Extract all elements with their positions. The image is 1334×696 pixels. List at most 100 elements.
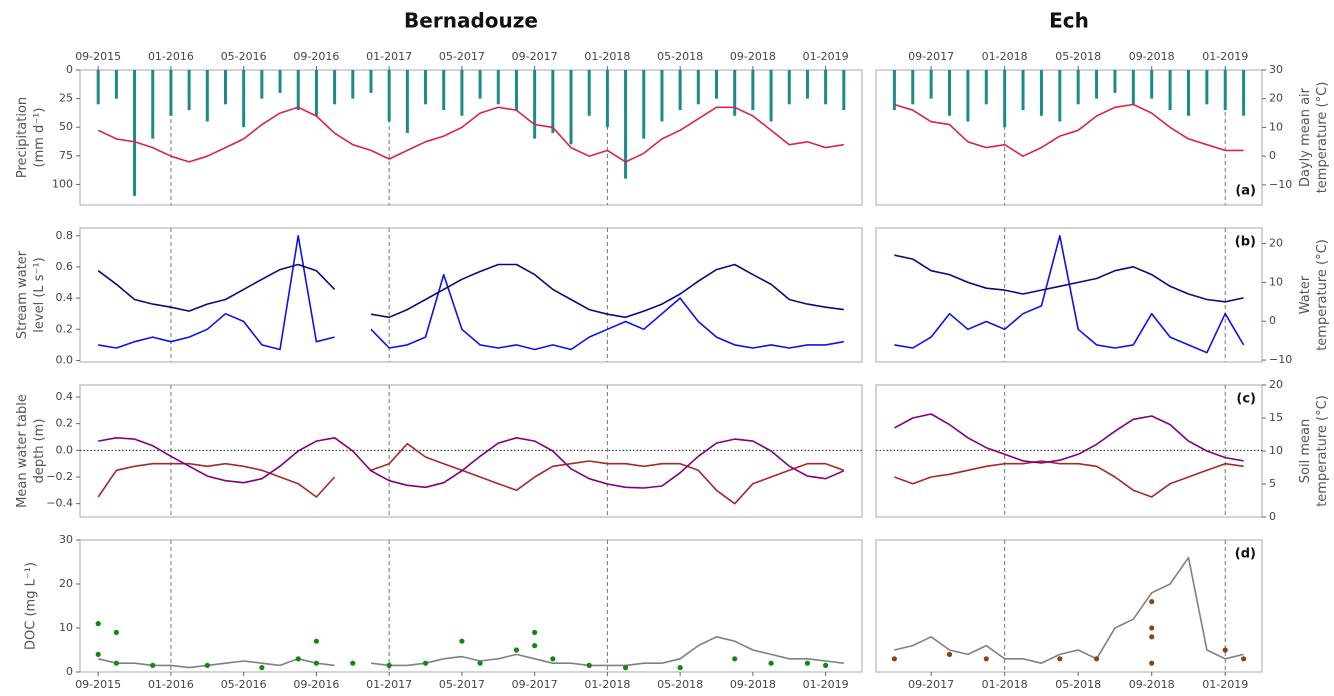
y2-tick-label: 30 [1269, 63, 1283, 76]
x-tick-label: 01-2016 [148, 50, 194, 63]
series-group [892, 70, 1246, 157]
y2-tick-label: 20 [1269, 237, 1283, 250]
sample-point [95, 621, 101, 627]
series-group [97, 235, 844, 351]
precipitation-bar [551, 70, 555, 133]
plot-frame [79, 384, 863, 518]
precipitation-bar [533, 70, 537, 139]
series-line [97, 106, 844, 163]
precipitation-bar [114, 70, 118, 99]
x-tick-label: 09-2017 [908, 678, 954, 691]
sample-point [532, 629, 538, 636]
precipitation-bar [892, 70, 896, 111]
x-tick-label: 05-2018 [1055, 678, 1101, 691]
sample-point [768, 660, 774, 666]
series-line [97, 442, 845, 505]
series-line [98, 437, 845, 489]
sample-point [1149, 599, 1155, 605]
y2-tick-label: 10 [1269, 444, 1283, 457]
plot-frame [875, 227, 1263, 363]
sample-point [983, 656, 989, 662]
precipitation-bar [369, 70, 373, 93]
precipitation-bar [314, 70, 318, 116]
y-tick-label: 0 [66, 63, 73, 76]
y-tick-label: 10 [59, 621, 73, 634]
precipitation-bar [424, 70, 428, 105]
precipitation-bar [733, 70, 737, 116]
panel-label: (c) [1236, 392, 1256, 407]
precipitation-bar [1205, 70, 1209, 105]
x-tick-label: 09-2018 [730, 50, 776, 63]
precipitation-bar [278, 70, 282, 93]
y-tick-label: 100 [52, 177, 73, 190]
sample-point [459, 638, 465, 644]
precipitation-bar [223, 70, 227, 105]
precipitation-bar [769, 70, 773, 122]
x-tick-label: 05-2018 [657, 678, 703, 691]
precipitation-bar [624, 70, 628, 179]
x-tick-label: 09-2017 [512, 50, 558, 63]
precipitation-bar [569, 70, 573, 145]
series-group [894, 413, 1244, 498]
precipitation-bar [842, 70, 846, 111]
precipitation-bar [296, 70, 300, 111]
sample-point [313, 660, 320, 666]
sample-point [1057, 656, 1063, 662]
y2-tick-label: 0 [1269, 314, 1276, 327]
series-group [96, 70, 846, 196]
series-line [894, 556, 1244, 664]
x-tick-label: 01-2016 [148, 678, 194, 691]
y-tick-label: 0 [66, 665, 73, 678]
precipitation-bar [587, 70, 591, 116]
y-tick-label: 0.0 [56, 353, 74, 366]
plot-frame [79, 539, 863, 673]
sample-point [823, 662, 829, 669]
precipitation-bar [169, 70, 173, 116]
precipitation-bar [696, 70, 700, 105]
x-tick-label: 09-2015 [75, 50, 121, 63]
x-tick-label: 05-2016 [221, 50, 267, 63]
y-axis-label: Stream water [15, 250, 30, 339]
column-title: Bernadouze [404, 9, 538, 33]
x-tick-label: 05-2018 [657, 50, 703, 63]
y-tick-label: 75 [59, 149, 73, 162]
y2-tick-label: 20 [1269, 378, 1283, 391]
sample-point [1149, 660, 1155, 666]
precipitation-bar [205, 70, 209, 122]
y2-axis-label: Dayly mean air [1298, 87, 1313, 187]
y-tick-label: −0.4 [46, 497, 73, 510]
precipitation-bar [151, 70, 155, 139]
precipitation-bar [751, 70, 755, 111]
y2-tick-label: −10 [1269, 178, 1292, 191]
y-tick-label: 0.8 [56, 229, 74, 242]
x-tick-label: 01-2017 [366, 50, 412, 63]
y2-tick-label: 0 [1269, 510, 1276, 523]
sample-point [295, 656, 301, 662]
precipitation-bar [805, 70, 809, 99]
sample-point [1149, 625, 1155, 631]
precipitation-bar [642, 70, 646, 139]
precipitation-bar [187, 70, 191, 111]
y-tick-label: 30 [59, 533, 73, 546]
y2-axis-label: temperature (°C) [1315, 395, 1330, 507]
y2-tick-label: 15 [1269, 411, 1283, 424]
precipitation-bar [387, 70, 391, 122]
sample-point [513, 647, 520, 653]
sample-point [386, 662, 392, 669]
x-tick-label: 01-2019 [803, 50, 849, 63]
x-tick-label: 05-2018 [1055, 50, 1101, 63]
series-group [97, 437, 845, 505]
y2-axis-label: temperature (°C) [1315, 239, 1330, 351]
panel-label: (d) [1235, 547, 1256, 562]
sample-point [622, 665, 629, 671]
precipitation-bar [133, 70, 137, 196]
sample-point [891, 656, 897, 662]
x-tick-label: 01-2019 [1202, 678, 1248, 691]
plot-frame [875, 69, 1263, 206]
precipitation-bar [1223, 70, 1227, 111]
precipitation-bar [478, 70, 482, 99]
x-tick-label: 01-2019 [1202, 50, 1248, 63]
x-tick-label: 01-2018 [584, 678, 630, 691]
sample-point [946, 651, 953, 658]
